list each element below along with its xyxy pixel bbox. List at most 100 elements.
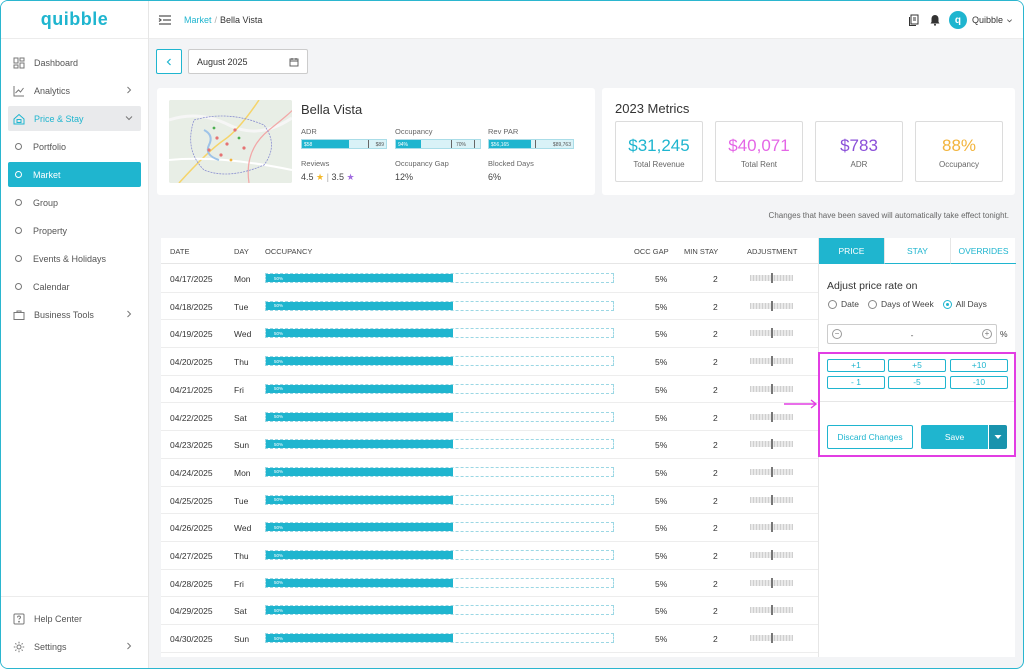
slider-handle[interactable] (771, 605, 773, 616)
quick-minus-10-button[interactable]: -10 (950, 376, 1008, 389)
minus-icon[interactable]: − (832, 329, 842, 339)
row-min-stay[interactable]: 2 (713, 412, 718, 423)
column-header-date[interactable]: DATE (170, 247, 190, 256)
table-row[interactable]: 04/28/2025 Fri 50% 5% 2 (161, 570, 818, 598)
row-min-stay[interactable]: 2 (713, 467, 718, 478)
quick-plus-10-button[interactable]: +10 (950, 359, 1008, 372)
slider-handle[interactable] (771, 439, 773, 450)
table-row[interactable]: 04/29/2025 Sat 50% 5% 2 (161, 597, 818, 626)
adjustment-slider[interactable] (750, 300, 793, 311)
slider-handle[interactable] (771, 273, 773, 283)
table-row[interactable]: 04/25/2025 Tue 50% 5% 2 (161, 487, 818, 515)
logo[interactable]: quibble (1, 1, 148, 39)
chevron-down-icon[interactable] (1006, 17, 1013, 24)
row-min-stay[interactable]: 2 (713, 274, 718, 284)
row-min-stay[interactable]: 2 (713, 634, 718, 645)
row-min-stay[interactable]: 2 (713, 440, 718, 451)
sidebar-item-price-stay[interactable]: Price & Stay (8, 106, 141, 131)
row-min-stay[interactable]: 2 (713, 329, 718, 340)
row-min-stay[interactable]: 2 (713, 578, 718, 589)
table-row[interactable]: 04/24/2025 Mon 50% 5% 2 (161, 459, 818, 487)
tab-price[interactable]: PRICE (819, 238, 885, 264)
adjustment-slider[interactable] (750, 577, 793, 588)
slider-handle[interactable] (771, 550, 773, 560)
sidebar-item-group[interactable]: Group (8, 190, 141, 215)
sidebar-item-portfolio[interactable]: Portfolio (8, 134, 141, 159)
bell-icon[interactable] (929, 14, 941, 26)
sidebar-item-help-center[interactable]: Help Center (8, 606, 141, 631)
table-row[interactable]: 04/18/2025 Tue 50% 5% 2 (161, 293, 818, 321)
slider-handle[interactable] (771, 633, 773, 644)
radio-all-days[interactable]: All Days (942, 299, 987, 309)
row-min-stay[interactable]: 2 (713, 606, 718, 617)
slider-handle[interactable] (771, 383, 773, 394)
adjustment-slider[interactable] (750, 550, 793, 560)
table-row[interactable]: 04/23/2025 Sun 50% 5% 2 (161, 431, 818, 459)
radio-circle[interactable] (867, 299, 877, 309)
radio-days-of-week[interactable]: Days of Week (867, 299, 934, 309)
quick-plus-1-button[interactable]: +1 (827, 359, 885, 372)
sidebar-item-settings[interactable]: Settings (8, 634, 141, 659)
plus-icon[interactable]: + (982, 329, 992, 339)
radio-circle[interactable] (828, 299, 837, 309)
quick-minus-5-button[interactable]: -5 (888, 376, 946, 389)
row-min-stay[interactable]: 2 (713, 357, 718, 368)
adjustment-slider[interactable] (750, 328, 793, 339)
adjustment-slider[interactable] (750, 633, 793, 644)
price-percent-stepper[interactable]: − - + (827, 324, 997, 344)
slider-handle[interactable] (771, 466, 773, 477)
table-row[interactable]: 04/22/2025 Sat 50% 5% 2 (161, 404, 818, 432)
table-row[interactable]: 04/19/2025 Wed 50% 5% 2 (161, 320, 818, 349)
adjustment-slider[interactable] (750, 439, 793, 450)
column-header-adjustment[interactable]: ADJUSTMENT (747, 247, 798, 256)
user-name[interactable]: Quibble (971, 15, 1003, 25)
sidebar-item-property[interactable]: Property (8, 218, 141, 243)
row-min-stay[interactable]: 2 (713, 551, 718, 561)
slider-handle[interactable] (771, 356, 773, 367)
adjustment-slider[interactable] (750, 605, 793, 616)
sidebar-item-dashboard[interactable]: Dashboard (8, 50, 141, 75)
discard-changes-button[interactable]: Discard Changes (827, 425, 913, 449)
slider-handle[interactable] (771, 411, 773, 422)
radio-circle[interactable] (942, 299, 952, 309)
table-row[interactable]: 04/30/2025 Sun 50% 5% 2 (161, 625, 818, 653)
column-header-day[interactable]: DAY (234, 247, 249, 256)
property-map[interactable] (169, 100, 292, 183)
slider-handle[interactable] (771, 300, 773, 311)
sidebar-item-calendar[interactable]: Calendar (8, 274, 141, 299)
table-row[interactable]: 04/21/2025 Fri 50% 5% 2 (161, 376, 818, 404)
row-min-stay[interactable]: 2 (713, 495, 718, 506)
menu-toggle-icon[interactable] (158, 14, 172, 26)
adjustment-slider[interactable] (750, 383, 793, 394)
slider-handle[interactable] (771, 494, 773, 505)
tab-overrides[interactable]: OVERRIDES (951, 238, 1016, 264)
table-row[interactable]: 04/17/2025 Mon 50% 5% 2 (161, 265, 818, 293)
row-min-stay[interactable]: 2 (713, 384, 718, 395)
sidebar-item-market[interactable]: Market (8, 162, 141, 187)
adjustment-slider[interactable] (750, 411, 793, 422)
avatar[interactable]: q (948, 11, 967, 29)
column-header-occ-gap[interactable]: OCC GAP (634, 247, 669, 256)
documents-icon[interactable] (908, 14, 920, 26)
quick-minus-1-button[interactable]: - 1 (827, 376, 885, 389)
table-row[interactable]: 04/27/2025 Thu 50% 5% 2 (161, 542, 818, 570)
column-header-occupancy[interactable]: OCCUPANCY (265, 247, 313, 256)
radio-date[interactable]: Date (828, 299, 859, 309)
quick-plus-5-button[interactable]: +5 (888, 359, 946, 372)
slider-handle[interactable] (771, 522, 773, 533)
table-row[interactable]: 04/26/2025 Wed 50% 5% 2 (161, 514, 818, 542)
sidebar-item-analytics[interactable]: Analytics (8, 78, 141, 103)
column-header-min-stay[interactable]: MIN STAY (684, 247, 719, 256)
month-picker[interactable]: August 2025 (188, 49, 308, 74)
slider-handle[interactable] (771, 328, 773, 339)
save-options-button[interactable] (989, 425, 1007, 449)
table-row[interactable]: 04/20/2025 Thu 50% 5% 2 (161, 348, 818, 376)
adjustment-slider[interactable] (750, 466, 793, 477)
adjustment-slider[interactable] (750, 522, 793, 533)
tab-stay[interactable]: STAY (885, 238, 951, 264)
stepper-value[interactable]: - (910, 330, 914, 340)
sidebar-item-events-holidays[interactable]: Events & Holidays (8, 246, 141, 271)
sidebar-item-business-tools[interactable]: Business Tools (8, 302, 141, 327)
save-button[interactable]: Save (921, 425, 988, 449)
row-min-stay[interactable]: 2 (713, 523, 718, 534)
